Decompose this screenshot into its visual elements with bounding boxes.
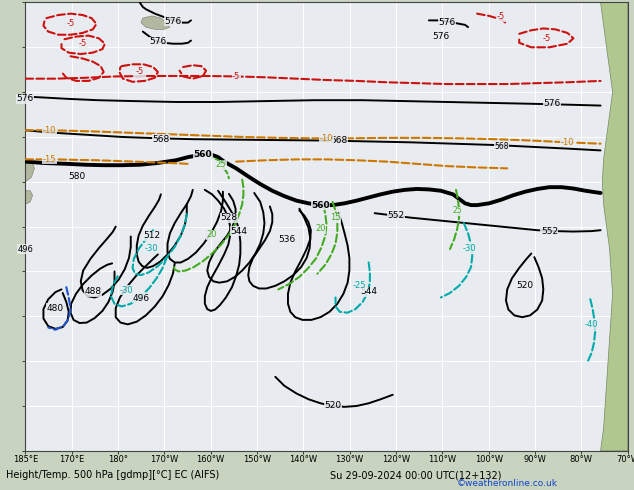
Text: 520: 520 bbox=[517, 281, 534, 290]
Text: 576: 576 bbox=[149, 37, 167, 47]
Text: -10: -10 bbox=[560, 138, 574, 147]
Text: -10: -10 bbox=[320, 134, 333, 143]
Text: 552: 552 bbox=[541, 226, 558, 236]
Text: 560: 560 bbox=[311, 200, 330, 210]
Text: 552: 552 bbox=[387, 211, 404, 220]
Text: -25: -25 bbox=[353, 281, 366, 290]
Text: 544: 544 bbox=[360, 287, 377, 296]
Text: 576: 576 bbox=[164, 17, 181, 26]
Text: 568: 568 bbox=[494, 142, 508, 151]
Text: -5: -5 bbox=[79, 39, 87, 48]
Polygon shape bbox=[141, 16, 170, 29]
Text: 15: 15 bbox=[330, 213, 341, 222]
Polygon shape bbox=[25, 191, 32, 204]
Text: 576: 576 bbox=[16, 95, 34, 103]
Text: 576: 576 bbox=[544, 99, 561, 108]
Text: -5: -5 bbox=[497, 12, 505, 21]
Text: -30: -30 bbox=[145, 244, 158, 253]
Text: -30: -30 bbox=[120, 286, 133, 295]
Text: 568: 568 bbox=[152, 135, 169, 144]
Text: 512: 512 bbox=[143, 231, 160, 240]
Text: 576: 576 bbox=[438, 18, 456, 27]
Text: 536: 536 bbox=[279, 235, 296, 244]
Text: 496: 496 bbox=[17, 245, 34, 253]
Text: 20: 20 bbox=[207, 230, 217, 239]
Text: 480: 480 bbox=[47, 304, 64, 313]
Text: -30: -30 bbox=[463, 244, 477, 253]
Text: 580: 580 bbox=[68, 172, 85, 181]
Text: Su 29-09-2024 00:00 UTC(12+132): Su 29-09-2024 00:00 UTC(12+132) bbox=[330, 470, 501, 480]
Text: 25: 25 bbox=[453, 206, 463, 216]
Text: -5: -5 bbox=[232, 72, 240, 81]
Text: 568: 568 bbox=[330, 136, 347, 145]
Text: -5: -5 bbox=[542, 34, 550, 43]
Text: -15: -15 bbox=[42, 155, 56, 164]
Text: ©weatheronline.co.uk: ©weatheronline.co.uk bbox=[456, 479, 557, 488]
Text: Height/Temp. 500 hPa [gdmp][°C] EC (AIFS): Height/Temp. 500 hPa [gdmp][°C] EC (AIFS… bbox=[6, 470, 219, 480]
Text: 25: 25 bbox=[216, 160, 226, 169]
Text: 496: 496 bbox=[133, 294, 150, 303]
Polygon shape bbox=[25, 159, 34, 182]
Text: -10: -10 bbox=[42, 126, 56, 135]
Text: 488: 488 bbox=[84, 287, 101, 296]
Polygon shape bbox=[600, 2, 628, 451]
Text: 528: 528 bbox=[221, 213, 238, 222]
Text: 560: 560 bbox=[194, 150, 212, 159]
Text: -40: -40 bbox=[585, 320, 598, 329]
Text: -5: -5 bbox=[136, 68, 144, 76]
Text: 520: 520 bbox=[324, 401, 341, 411]
Text: -5: -5 bbox=[67, 20, 75, 28]
Text: 20: 20 bbox=[315, 224, 326, 233]
Text: 544: 544 bbox=[231, 226, 248, 236]
Text: 576: 576 bbox=[432, 31, 450, 41]
